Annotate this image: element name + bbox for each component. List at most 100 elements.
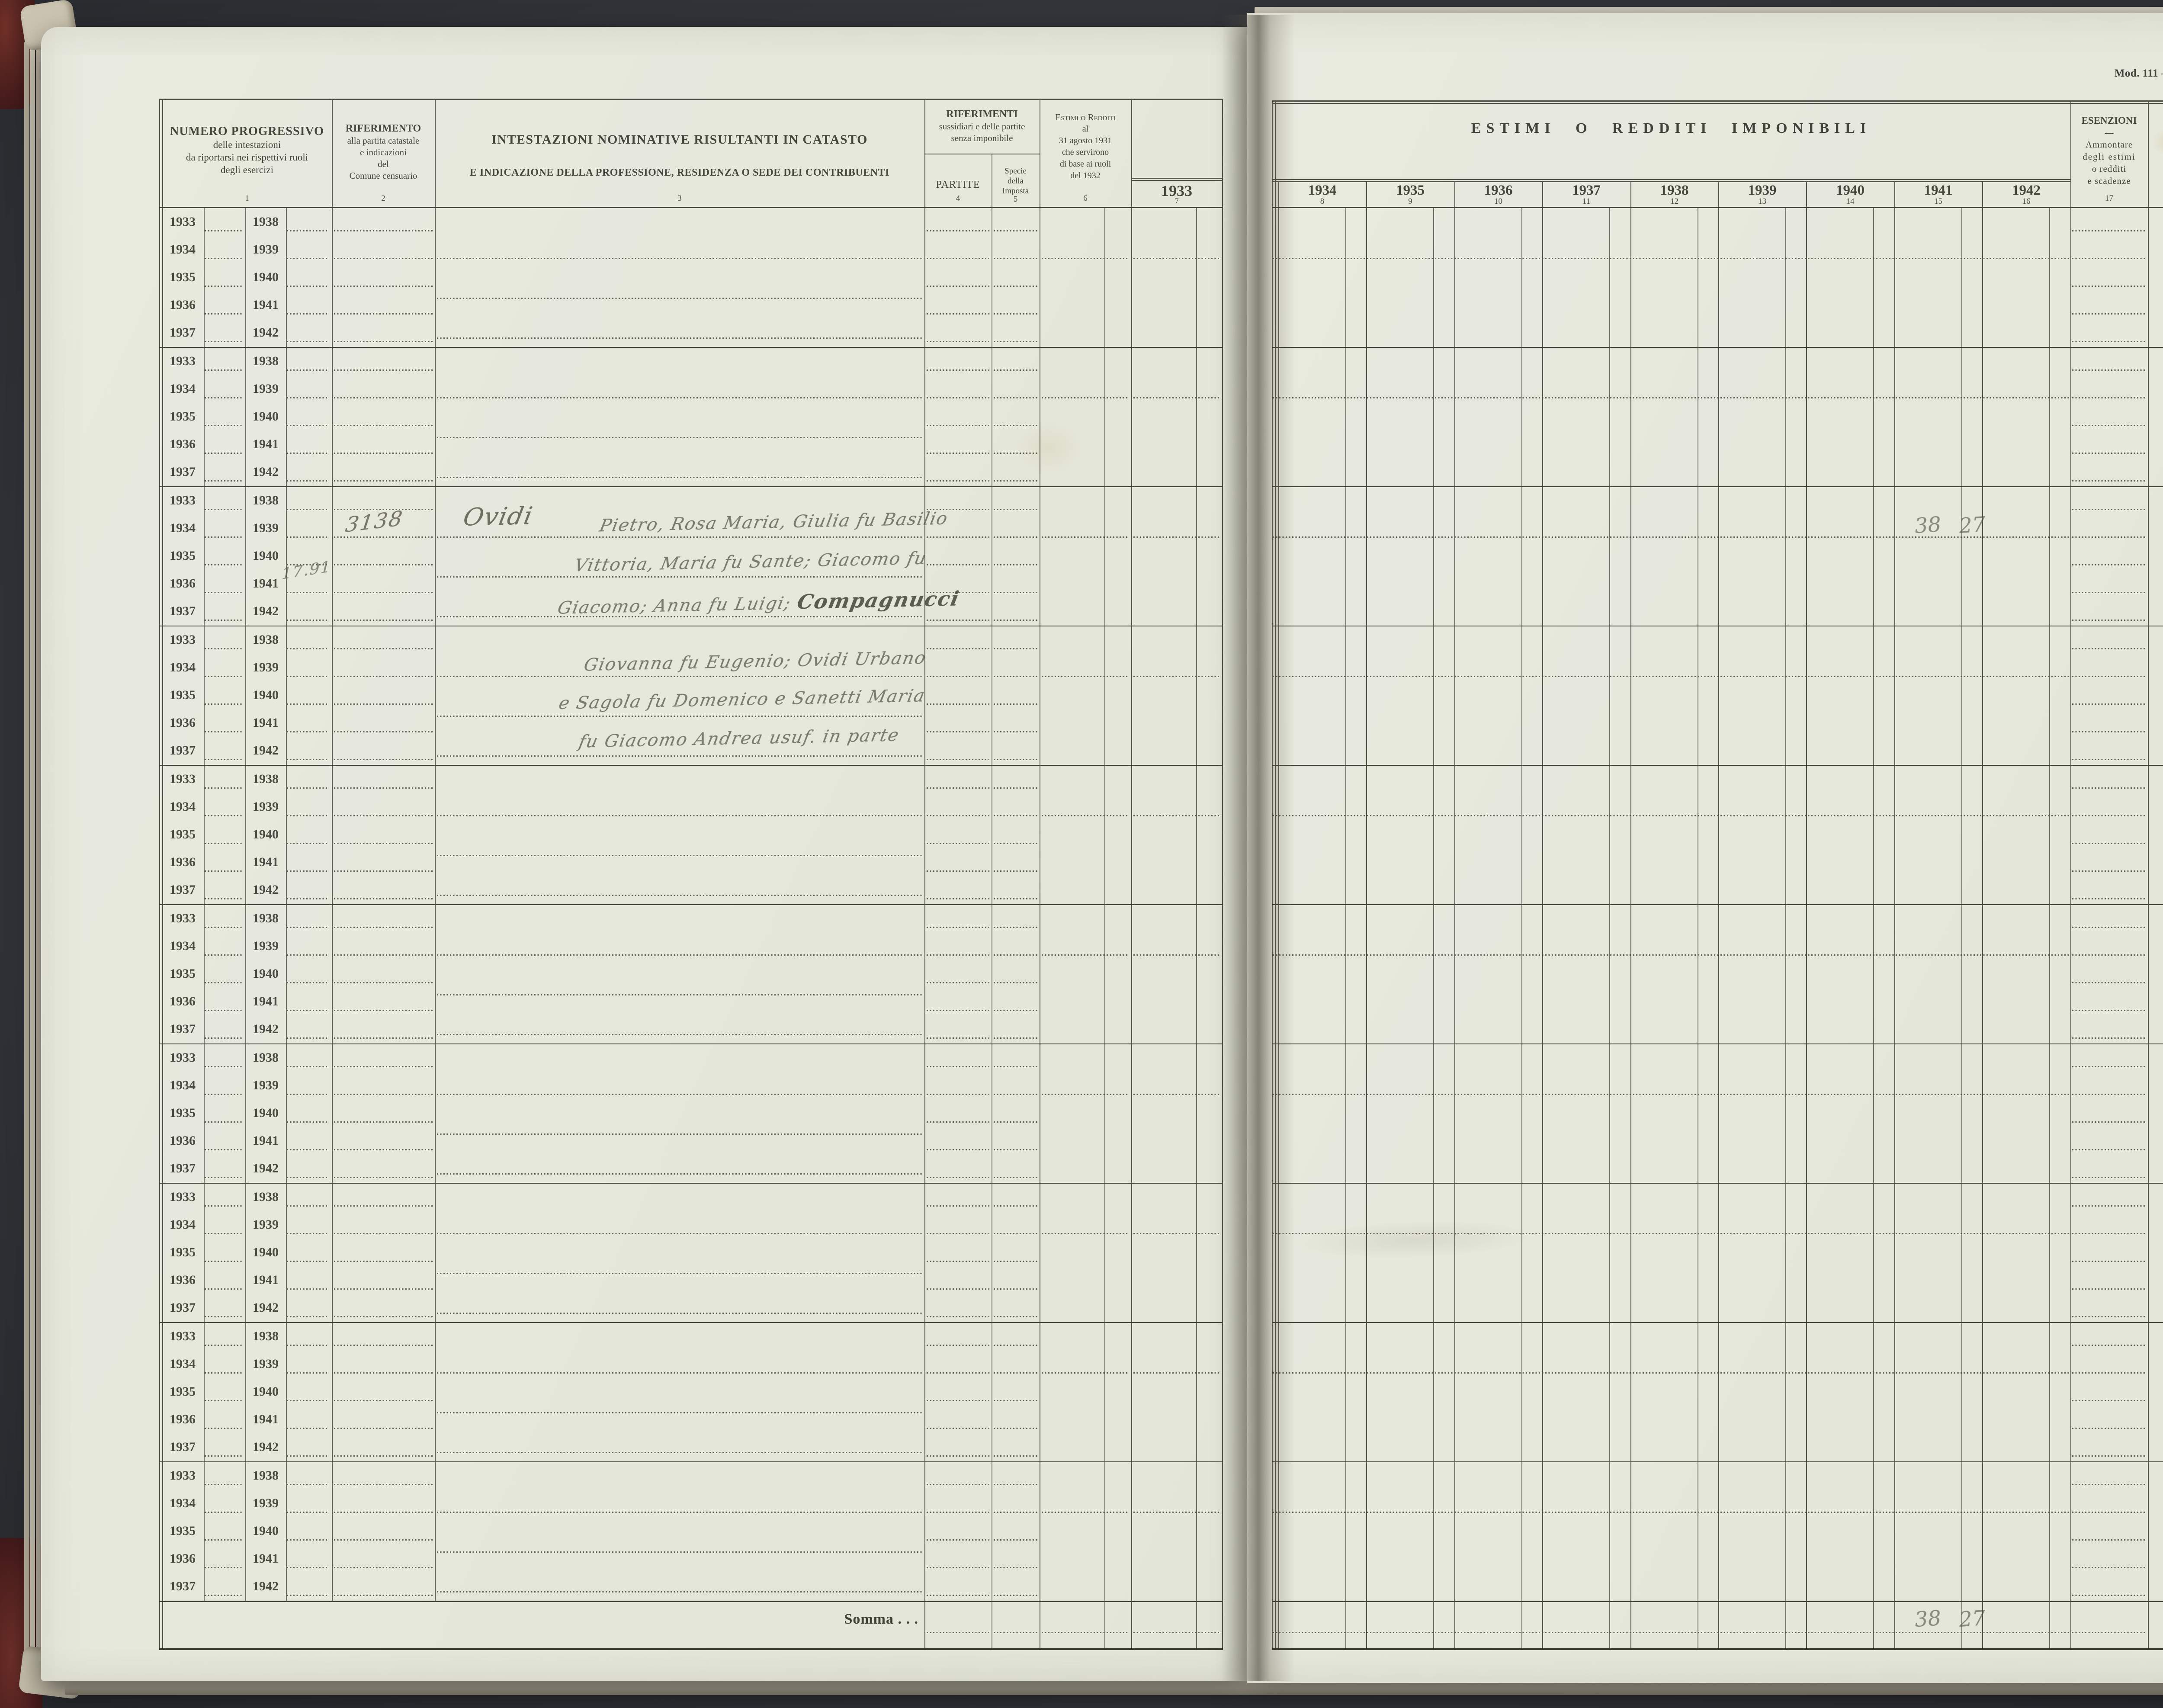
dotted-writing-line: [334, 230, 433, 231]
dotted-writing-line: [927, 676, 989, 677]
grid-line-vertical: [1521, 207, 1522, 1648]
dotted-writing-line: [994, 341, 1037, 342]
dotted-writing-line: [287, 1094, 329, 1095]
dotted-writing-line: [334, 313, 433, 315]
dotted-writing-line: [437, 954, 922, 956]
year-label: 1940: [253, 1524, 279, 1538]
dotted-writing-line: [994, 1233, 1037, 1234]
dotted-writing-line: [927, 1484, 989, 1485]
dotted-writing-line: [287, 676, 329, 677]
year-label: 1939: [253, 521, 279, 535]
dotted-writing-line: [287, 1372, 329, 1374]
dotted-writing-line: [2072, 870, 2146, 872]
dotted-writing-line: [437, 1273, 922, 1274]
dotted-writing-line: [927, 648, 989, 649]
dotted-writing-line: [2072, 1400, 2146, 1401]
dotted-writing-line: [287, 787, 329, 789]
grid-line-horizontal: [1272, 765, 2163, 766]
grid-line-vertical: [332, 99, 333, 1601]
year-label: 1940: [253, 1106, 279, 1120]
dotted-writing-line: [927, 927, 989, 928]
year-label: 1934: [170, 1496, 196, 1510]
dotted-writing-line: [1273, 536, 2070, 538]
esenzioni-line: o redditi: [2092, 164, 2127, 174]
year-column-label: 1940: [1836, 183, 1865, 198]
dotted-writing-line: [437, 676, 922, 677]
dotted-writing-line: [334, 1400, 433, 1401]
dotted-writing-line: [927, 453, 989, 454]
dotted-writing-line: [437, 536, 922, 538]
grid-line-horizontal: [1272, 179, 2070, 180]
dotted-writing-line: [287, 592, 329, 593]
dotted-writing-line: [2072, 1149, 2146, 1150]
dotted-writing-line: [1273, 676, 2070, 677]
dotted-writing-line: [994, 1094, 1037, 1095]
esenzioni-line: degli estimi: [2083, 151, 2136, 162]
col3-header-line2: E INDICAZIONE DELLA PROFESSIONE, RESIDEN…: [470, 167, 889, 178]
dotted-writing-line: [205, 286, 242, 287]
col-number: 5: [1013, 195, 1018, 204]
year-label: 1935: [170, 1384, 196, 1399]
dotted-writing-line: [927, 1066, 989, 1067]
dotted-writing-line: [205, 1261, 242, 1262]
dotted-writing-line: [994, 703, 1037, 705]
dotted-writing-line: [205, 1037, 242, 1039]
dotted-writing-line: [994, 648, 1037, 649]
dotted-writing-line: [334, 1595, 433, 1596]
dotted-writing-line: [287, 648, 329, 649]
col1-title: NUMERO PROGRESSIVO: [170, 125, 324, 138]
year-label: 1936: [170, 1551, 196, 1566]
dotted-writing-line: [927, 1539, 989, 1541]
dotted-writing-line: [334, 425, 433, 426]
dotted-writing-line: [437, 477, 922, 478]
grid-line-horizontal: [159, 1461, 1223, 1462]
year-label: 1933: [170, 215, 196, 229]
dotted-writing-line: [334, 1316, 433, 1317]
dotted-writing-line: [2072, 230, 2146, 231]
grid-line-vertical: [1272, 100, 1273, 1648]
year-label: 1933: [170, 354, 196, 368]
col-number: 4: [956, 194, 960, 203]
dotted-writing-line: [287, 843, 329, 844]
dotted-writing-line: [205, 341, 242, 342]
dotted-writing-line: [205, 1010, 242, 1011]
dotted-writing-line: [334, 1345, 433, 1346]
book-gutter: [1222, 15, 1295, 1681]
grid-line-horizontal: [159, 486, 1223, 487]
year-label: 1933: [170, 1050, 196, 1065]
grid-line-vertical: [1630, 182, 1631, 1648]
grid-line-horizontal: [159, 904, 1223, 905]
dotted-writing-line: [1273, 954, 2070, 956]
dotted-writing-line: [1133, 1512, 1220, 1513]
year-label: 1935: [170, 1524, 196, 1538]
dotted-writing-line: [287, 286, 329, 287]
dotted-writing-line: [205, 1512, 242, 1513]
dotted-writing-line: [994, 1010, 1037, 1011]
dotted-writing-line: [2072, 815, 2146, 816]
dotted-writing-line: [334, 480, 433, 482]
dotted-writing-line: [927, 1010, 989, 1011]
year-column-label: 1938: [1660, 183, 1689, 198]
dotted-writing-line: [994, 843, 1037, 844]
grid-line-horizontal: [1272, 100, 2163, 102]
dotted-writing-line: [334, 1205, 433, 1207]
year-label: 1941: [253, 994, 279, 1008]
year-label: 1934: [170, 939, 196, 953]
grid-line-horizontal: [159, 1043, 1223, 1044]
year-label: 1935: [170, 1245, 196, 1259]
grid-line-horizontal: [1272, 486, 2163, 487]
dotted-writing-line: [437, 1452, 922, 1453]
year-label: 1940: [253, 409, 279, 424]
dotted-writing-line: [287, 509, 329, 510]
dotted-writing-line: [2072, 397, 2146, 398]
year-label: 1938: [253, 911, 279, 925]
dotted-writing-line: [927, 1233, 989, 1234]
dotted-writing-line: [334, 1037, 433, 1039]
dotted-writing-line: [994, 1512, 1037, 1513]
year-label: 1939: [253, 939, 279, 953]
dotted-writing-line: [994, 787, 1037, 789]
dotted-writing-line: [2072, 1512, 2146, 1513]
dotted-writing-line: [994, 1345, 1037, 1346]
dotted-writing-line: [287, 1121, 329, 1123]
dotted-writing-line: [994, 397, 1037, 398]
